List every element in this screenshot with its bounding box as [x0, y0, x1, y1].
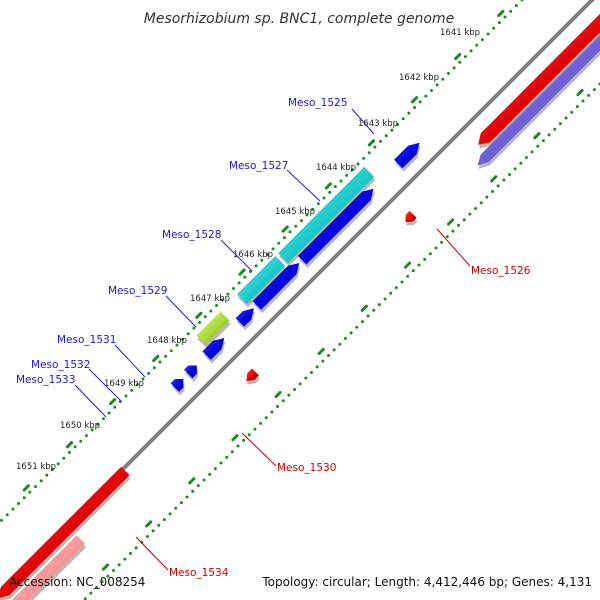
kbp-label: 1642 kbp — [399, 73, 439, 83]
kbp-label: 1650 kbp — [60, 421, 100, 431]
feature-meso-1530[interactable] — [246, 368, 260, 385]
gene-label-meso-1526[interactable]: Meso_1526 — [471, 265, 531, 277]
major-tick — [490, 175, 498, 183]
feature-meso-1529-cds[interactable] — [252, 263, 301, 314]
gene-label-meso-1529[interactable]: Meso_1529 — [108, 285, 167, 297]
feature-meso-1526[interactable] — [405, 210, 418, 226]
gene-leader-lines — [74, 108, 471, 571]
major-tick — [533, 132, 541, 140]
gene-label-meso-1532[interactable]: Meso_1532 — [31, 359, 90, 371]
map-title: Mesorhizobium sp. BNC1, complete genome — [144, 11, 455, 27]
feature-offscreen-reverse-upper-2[interactable] — [477, 17, 600, 169]
feature-meso-1534-faded[interactable] — [10, 535, 87, 600]
major-tick — [65, 441, 74, 449]
gene-label-meso-1528[interactable]: Meso_1528 — [162, 229, 221, 241]
genome-summary: Topology: circular; Length: 4,412,446 bp… — [261, 575, 592, 589]
kbp-label: 1647 kbp — [190, 294, 230, 304]
feature-meso-1532[interactable] — [202, 338, 226, 364]
feature-meso-1528[interactable] — [297, 188, 375, 268]
major-tick — [497, 9, 505, 18]
gene-label-meso-1531[interactable]: Meso_1531 — [57, 334, 116, 346]
major-tick — [231, 434, 239, 442]
major-tick — [324, 182, 332, 190]
feature-meso-1527[interactable] — [278, 166, 376, 267]
inner-tick-guide — [82, 82, 600, 600]
kbp-label: 1641 kbp — [440, 28, 480, 38]
major-tick — [446, 218, 455, 226]
major-tick — [22, 484, 30, 492]
gene-label-meso-1530[interactable]: Meso_1530 — [277, 462, 336, 474]
major-tick — [454, 52, 462, 61]
kbp-label: 1644 kbp — [316, 163, 356, 173]
major-tick — [152, 354, 160, 363]
major-tick — [195, 311, 203, 319]
major-tick — [188, 477, 196, 485]
kbp-label: 1648 kbp — [147, 336, 187, 346]
major-tick — [403, 261, 412, 269]
feature-meso-1534[interactable] — [0, 466, 131, 600]
major-tick — [238, 268, 246, 276]
kbp-label: 1646 kbp — [233, 250, 273, 260]
feature-meso-1531[interactable] — [235, 308, 256, 331]
gene-label-meso-1534[interactable]: Meso_1534 — [169, 567, 229, 579]
major-tick — [360, 304, 368, 312]
major-tick — [317, 347, 325, 356]
gene-label-meso-1533[interactable]: Meso_1533 — [16, 374, 75, 386]
major-tick — [367, 139, 376, 147]
major-tick — [281, 225, 289, 233]
feature-meso-1533[interactable] — [184, 365, 198, 382]
gene-label-meso-1525[interactable]: Meso_1525 — [288, 97, 347, 109]
outer-tick-guide — [0, 0, 524, 524]
feature-offscreen-reverse-upper[interactable] — [478, 6, 600, 149]
kbp-label: 1643 kbp — [358, 119, 398, 129]
kbp-labels: 1641 kbp 1642 kbp 1643 kbp 1644 kbp 1645… — [16, 28, 480, 472]
kbp-label: 1649 kbp — [104, 379, 144, 389]
kbp-label: 1651 kbp — [16, 462, 56, 472]
major-tick — [410, 96, 419, 104]
kbp-label: 1645 kbp — [275, 207, 315, 217]
major-tick — [108, 397, 117, 406]
gene-labels-forward: Meso_1525 Meso_1527 Meso_1528 Meso_1529 … — [16, 97, 347, 386]
feature-meso-1535[interactable] — [170, 379, 185, 396]
gene-label-meso-1527[interactable]: Meso_1527 — [229, 160, 288, 172]
feature-meso-1525[interactable] — [394, 142, 421, 172]
gene-labels-reverse: Meso_1526 Meso_1530 Meso_1534 — [169, 265, 531, 579]
feature-other[interactable] — [196, 311, 231, 349]
accession-label: Accession: NC_008254 — [9, 575, 145, 589]
feature-meso-1529[interactable] — [237, 255, 287, 308]
major-tick — [576, 88, 584, 97]
major-tick — [274, 390, 282, 399]
major-tick — [101, 563, 110, 571]
major-tick — [145, 520, 153, 528]
